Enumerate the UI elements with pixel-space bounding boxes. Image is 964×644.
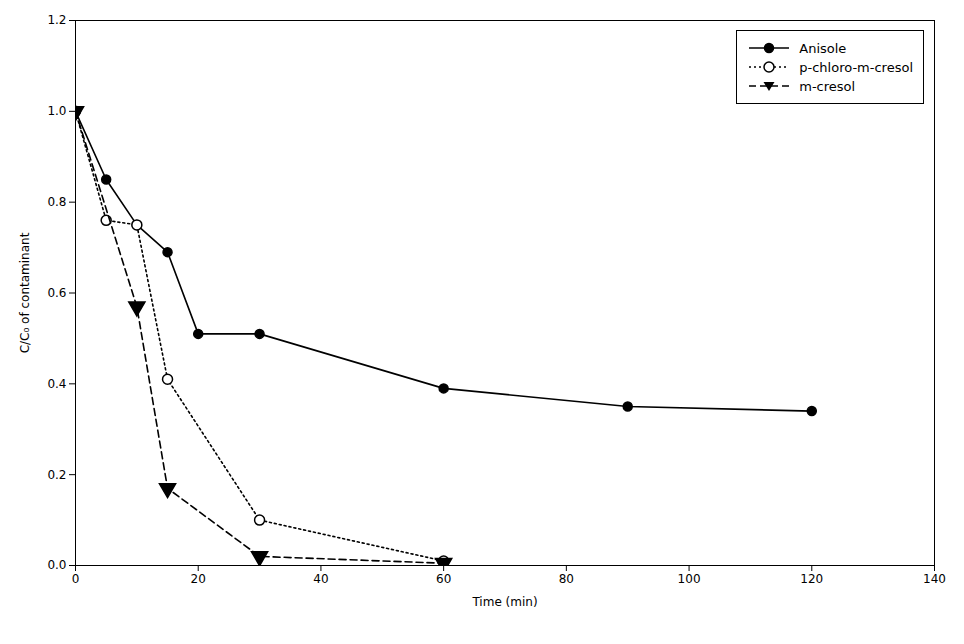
svg-text:Time (min): Time (min) bbox=[471, 595, 537, 609]
svg-text:60: 60 bbox=[436, 572, 451, 586]
svg-text:C/C₀ of contaminant: C/C₀ of contaminant bbox=[18, 232, 32, 353]
html-text:p-chloro-m-cresol: p-chloro-m-cresol bbox=[799, 59, 913, 75]
svg-text:0.4: 0.4 bbox=[47, 377, 66, 391]
svg-text:1.0: 1.0 bbox=[47, 104, 66, 118]
svg-text:140: 140 bbox=[923, 572, 946, 586]
svg-text:0.0: 0.0 bbox=[47, 558, 66, 572]
svg-text:120: 120 bbox=[800, 572, 823, 586]
html-text:Anisole: Anisole bbox=[799, 40, 847, 56]
svg-text:40: 40 bbox=[313, 572, 328, 586]
svg-text:0.8: 0.8 bbox=[47, 195, 66, 209]
svg-text:1.2: 1.2 bbox=[47, 13, 66, 27]
svg-text:100: 100 bbox=[678, 572, 701, 586]
html-text:m-cresol: m-cresol bbox=[799, 78, 856, 94]
svg-text:80: 80 bbox=[559, 572, 574, 586]
svg-text:0: 0 bbox=[72, 572, 80, 586]
svg-text:20: 20 bbox=[191, 572, 206, 586]
svg-text:0.6: 0.6 bbox=[47, 286, 66, 300]
svg-text:0.2: 0.2 bbox=[47, 468, 66, 482]
